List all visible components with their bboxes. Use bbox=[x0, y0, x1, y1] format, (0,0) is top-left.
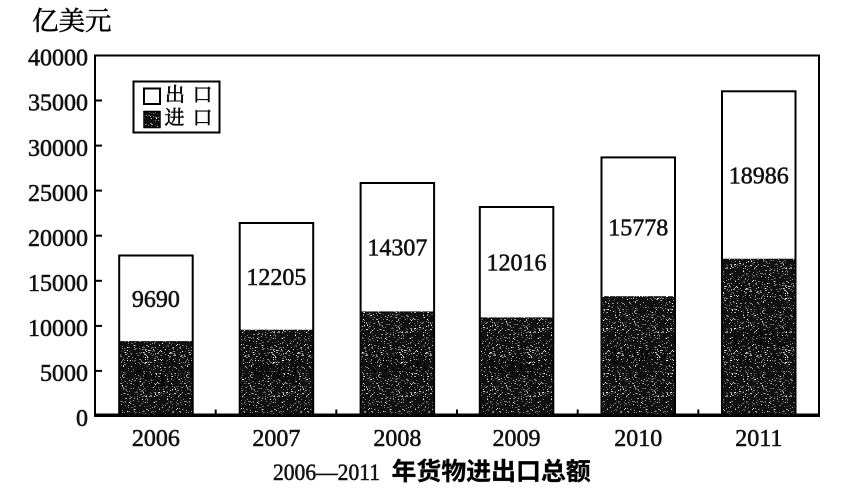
svg-text:2010: 2010 bbox=[614, 426, 662, 452]
svg-text:12016: 12016 bbox=[487, 251, 547, 277]
svg-text:12205: 12205 bbox=[246, 265, 306, 291]
svg-text:0: 0 bbox=[76, 406, 88, 432]
svg-text:10000: 10000 bbox=[28, 316, 88, 342]
svg-text:2006—2011: 2006—2011 bbox=[273, 460, 380, 485]
svg-text:40000: 40000 bbox=[28, 46, 88, 72]
svg-text:5000: 5000 bbox=[40, 361, 88, 387]
svg-text:30000: 30000 bbox=[28, 136, 88, 162]
svg-text:20000: 20000 bbox=[28, 226, 88, 252]
svg-text:9690: 9690 bbox=[132, 287, 180, 313]
svg-text:7915: 7915 bbox=[132, 367, 180, 393]
svg-text:11326: 11326 bbox=[368, 352, 427, 378]
svg-text:2011: 2011 bbox=[735, 426, 782, 452]
svg-text:2007: 2007 bbox=[252, 426, 300, 452]
svg-text:35000: 35000 bbox=[28, 91, 88, 117]
svg-text:15778: 15778 bbox=[608, 215, 668, 241]
svg-text:9561: 9561 bbox=[252, 361, 300, 387]
svg-text:18986: 18986 bbox=[729, 164, 789, 190]
svg-text:17435: 17435 bbox=[729, 325, 789, 351]
svg-text:2009: 2009 bbox=[493, 426, 541, 452]
svg-text:25000: 25000 bbox=[28, 181, 88, 207]
svg-text:13962: 13962 bbox=[608, 344, 668, 370]
svg-text:10059: 10059 bbox=[487, 355, 547, 381]
svg-text:15000: 15000 bbox=[28, 271, 88, 297]
svg-text:2006: 2006 bbox=[132, 426, 180, 452]
svg-text:2008: 2008 bbox=[373, 426, 421, 452]
svg-text:14307: 14307 bbox=[367, 236, 427, 262]
